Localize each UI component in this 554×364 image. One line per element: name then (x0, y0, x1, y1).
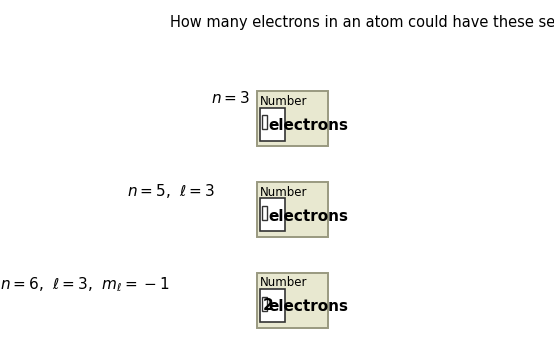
Text: electrons: electrons (269, 118, 349, 133)
FancyBboxPatch shape (257, 91, 328, 146)
FancyBboxPatch shape (260, 289, 285, 322)
Text: $n=5$,  $\ell=3$: $n=5$, $\ell=3$ (127, 182, 216, 200)
Text: Number: Number (260, 276, 307, 289)
FancyBboxPatch shape (261, 115, 266, 129)
Text: Number: Number (260, 186, 307, 198)
Text: How many electrons in an atom could have these sets of quantum numbers?: How many electrons in an atom could have… (170, 15, 554, 30)
Text: $n=3$: $n=3$ (211, 90, 250, 106)
FancyBboxPatch shape (260, 198, 285, 232)
Text: electrons: electrons (269, 209, 349, 224)
FancyBboxPatch shape (257, 273, 328, 328)
FancyBboxPatch shape (257, 182, 328, 237)
FancyBboxPatch shape (261, 206, 266, 220)
Text: Number: Number (260, 95, 307, 108)
Text: $n=6$,  $\ell=3$,  $m_{\ell}=-1$: $n=6$, $\ell=3$, $m_{\ell}=-1$ (1, 276, 170, 294)
Text: electrons: electrons (269, 299, 349, 314)
FancyBboxPatch shape (261, 297, 266, 310)
Text: 2: 2 (263, 298, 274, 313)
FancyBboxPatch shape (260, 108, 285, 141)
